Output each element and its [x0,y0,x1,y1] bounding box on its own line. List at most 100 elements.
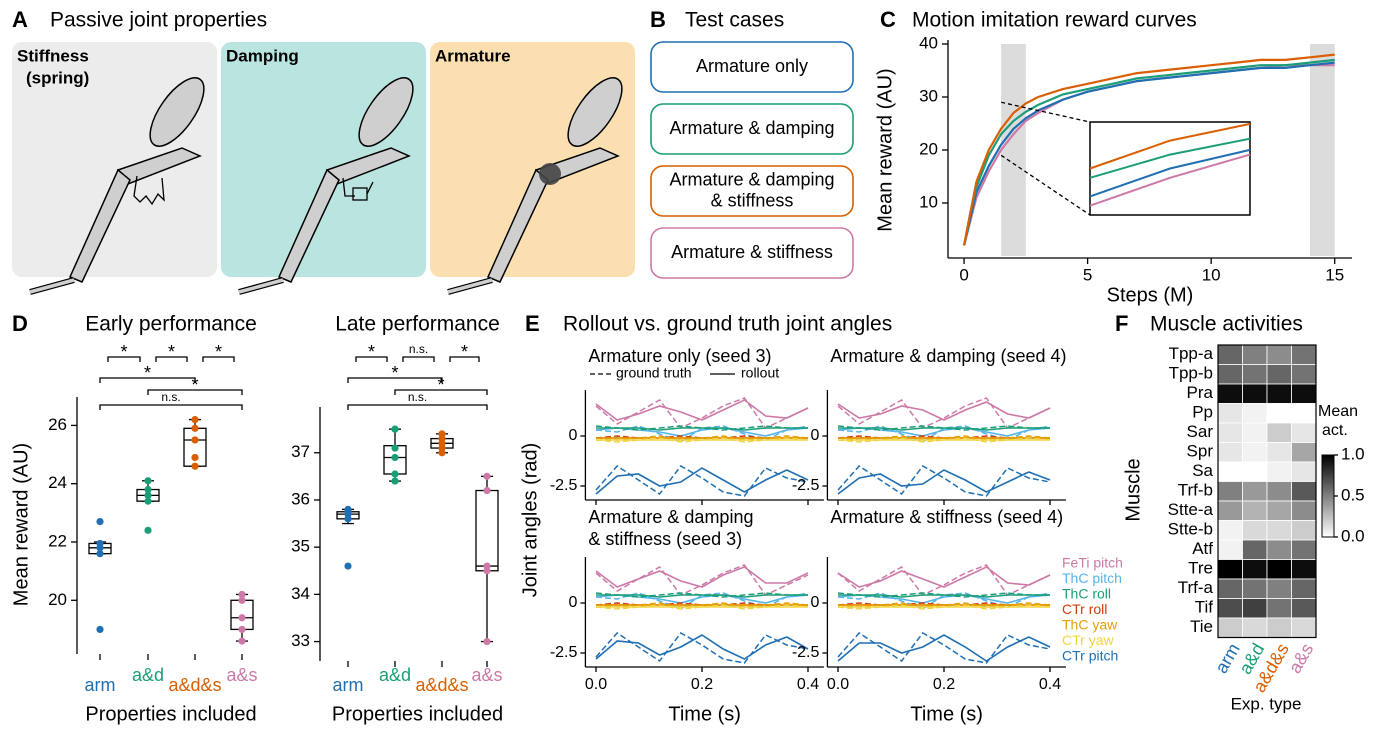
heat-cell [1291,500,1317,521]
heat-cell [1242,598,1268,619]
rollout-line [595,467,809,495]
data-point [96,517,104,526]
tibia [69,168,131,283]
heat-cell [1217,422,1243,443]
test-case-label: Armature & damping [669,169,834,189]
data-point [483,567,491,575]
heat-cell [1266,442,1292,463]
significance-bracket [155,356,188,362]
significance-label: n.s. [409,342,428,356]
data-point [483,472,491,480]
heat-cell [1291,598,1317,619]
heat-cell [1266,383,1292,404]
reward-curve [963,61,1335,246]
x-tick-label: 15 [1325,265,1344,284]
tarsus-fill [447,278,493,294]
heat-cell [1242,617,1268,638]
heat-cell [1291,442,1317,463]
significance-label: * [191,375,198,395]
y-tick-label: 10 [919,192,938,211]
data-point [238,596,246,604]
data-point [191,424,199,432]
heat-cell [1291,520,1317,541]
rollout-line [595,594,809,604]
panel-title: Passive joint properties [50,9,267,32]
subplot-title: Armature only (seed 3) [588,346,771,366]
inset-curve [1089,122,1251,170]
inset-curve [1089,148,1251,198]
data-point [144,526,152,534]
x-tick-label: 0.0 [585,676,607,693]
box [475,489,499,572]
rollout-line [837,566,1051,588]
y-tick-label: -2.5 [550,477,578,494]
heat-cell [1291,539,1317,560]
joint-legend-label: CTr roll [1062,601,1107,617]
rollout-line [595,399,809,421]
coxa [567,77,623,147]
joint-legend-label: ThC pitch [1062,570,1122,586]
heat-cell [1291,383,1317,404]
significance-bracket [347,377,443,383]
x-axis-label: Properties included [85,703,256,725]
significance-bracket [107,356,141,362]
property-label: Armature [435,46,511,65]
row-label: Atf [1192,539,1213,558]
x-tick-label: 0.4 [1039,676,1061,693]
panel-title: Test cases [685,9,784,32]
test-case-label: Armature & damping [669,118,834,138]
significance-label: * [437,375,444,395]
subplot-title: Armature & stiffness (seed 4) [830,507,1063,527]
data-point [144,491,152,499]
heat-cell [1217,617,1243,638]
data-point [144,477,152,485]
data-point [96,625,104,634]
data-point [96,544,104,552]
y-tick-label: 40 [919,33,938,52]
data-point [483,486,491,495]
heat-cell [1266,344,1292,365]
heat-cell [1217,559,1243,580]
test-case-box [650,103,854,155]
chart-title: Early performance [85,313,257,336]
heat-cell [1217,500,1243,521]
heat-cell [1217,461,1243,482]
colorbar-tick-label: 0.0 [1341,526,1365,545]
data-point [391,444,399,452]
ground-truth-line [837,564,1051,596]
damper [342,177,355,197]
data-point [238,625,246,634]
y-axis-label: Muscle [1122,458,1144,521]
y-tick-label: 0 [810,427,819,444]
y-tick-label: 30 [919,86,938,105]
data-point [238,590,246,599]
joint-legend-label: CTr yaw [1062,632,1114,648]
heat-cell [1217,383,1243,404]
test-case-label: Armature & stiffness [671,242,833,262]
row-label: Pp [1192,403,1213,422]
highlight-span [1309,44,1335,256]
colorbar [1321,454,1335,538]
panel-label: E [525,311,540,336]
heat-cell [1266,403,1292,424]
row-label: Stte-b [1168,520,1213,539]
highlight-span [1001,44,1026,256]
x-tick-label: a&d&s [415,675,468,695]
data-point [191,415,199,424]
heat-cell [1242,559,1268,580]
heat-cell [1217,598,1243,619]
data-point [191,462,199,470]
rollout-line [838,594,1050,598]
panel-label: C [880,7,896,32]
ground-truth-line [837,632,1051,664]
significance-label: n.s. [408,390,427,404]
y-tick-label: 24 [48,473,67,492]
heat-cell [1242,442,1268,463]
heat-cell [1217,481,1243,502]
y-tick-label: -2.5 [792,644,820,661]
subplot-title: Armature & damping (seed 4) [830,346,1066,366]
rollout-line [595,634,809,660]
x-tick-label: 10 [1202,265,1221,284]
